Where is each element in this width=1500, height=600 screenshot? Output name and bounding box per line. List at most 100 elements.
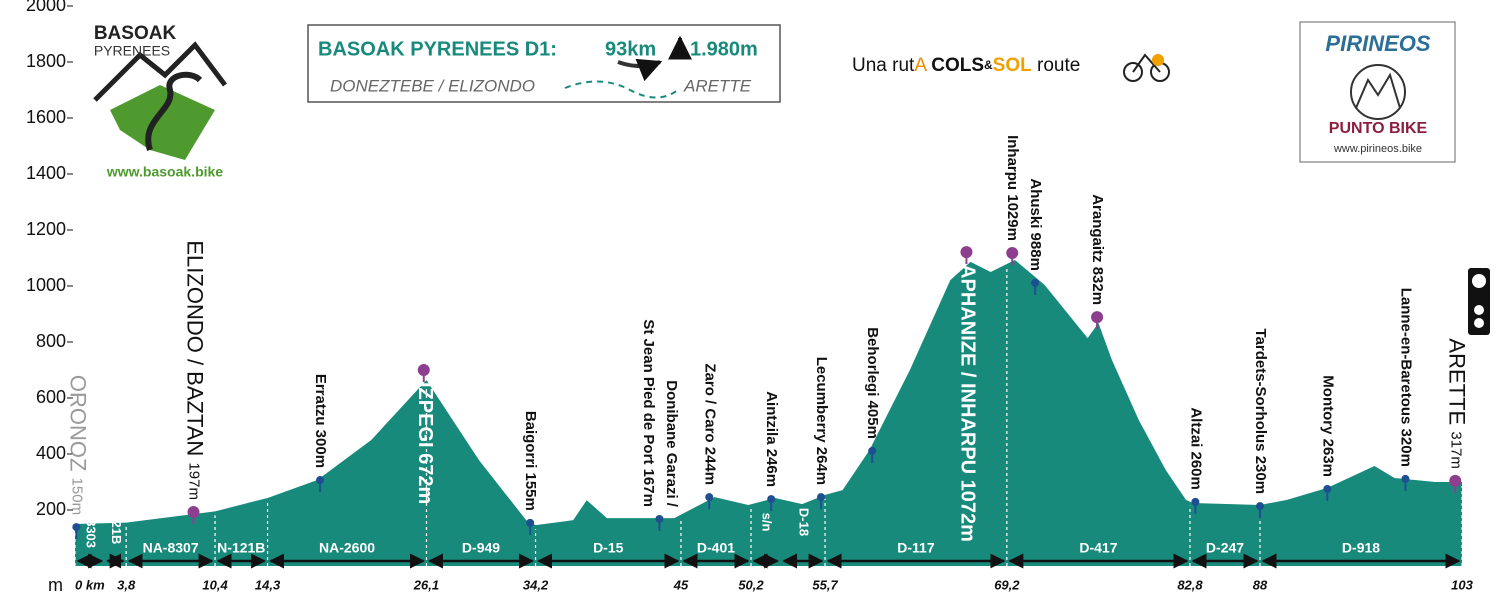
x-tick-label: 14,3 — [255, 577, 281, 592]
waypoint-dot — [960, 246, 973, 259]
elevation-area — [75, 259, 1462, 566]
waypoint-label: Donibane Garazi / — [663, 380, 680, 508]
waypoint-dot — [767, 495, 776, 504]
route-to: ARETTE — [683, 76, 752, 95]
y-tick-label: 1400 — [26, 163, 66, 183]
waypoint-name: ORONOZ — [66, 375, 91, 472]
slogan-part: A — [914, 55, 927, 76]
route-title: BASOAK PYRENEES D1: — [318, 38, 557, 60]
waypoint-label: IZPEGI 672m — [413, 382, 435, 504]
waypoint-label: Behorlegi 405m — [864, 327, 881, 439]
waypoint-name: ARETTE — [1444, 338, 1469, 425]
waypoint-name: Tardets-Sorholus 230m — [1252, 328, 1269, 494]
waypoint-altitude: 197m — [186, 462, 203, 500]
slogan-part: SOL — [993, 55, 1032, 76]
pirineos-url: www.pirineos.bike — [1333, 143, 1422, 155]
waypoint-altitude: 150m — [68, 478, 85, 516]
waypoint-dot — [187, 505, 200, 518]
x-tick-label: 34,2 — [523, 577, 549, 592]
waypoint-label: ELIZONDO / BAZTAN 197m — [183, 240, 208, 500]
waypoint-label: Zaro / Caro 244m — [701, 363, 718, 485]
waypoint-dot — [417, 364, 430, 376]
waypoint-name: Lecumberry 264m — [813, 357, 830, 485]
road-label: D-949 — [462, 540, 500, 556]
road-label: D-918 — [1342, 540, 1380, 556]
waypoint-name: Behorlegi 405m — [864, 327, 881, 439]
route-box: BASOAK PYRENEES D1: 93km 1.980m DONEZTEB… — [307, 24, 781, 103]
y-tick-label: 1000 — [26, 275, 66, 295]
waypoint-dot — [1006, 246, 1019, 259]
y-tick-label: 600 — [36, 387, 66, 407]
waypoint-dot — [1323, 485, 1332, 493]
road-label: s/n — [759, 513, 774, 532]
route-climb: 1.980m — [690, 38, 758, 60]
waypoint-name: ELIZONDO / BAZTAN — [183, 240, 208, 456]
road-label: D-18 — [796, 508, 811, 536]
pirineos-brand: PUNTO BIKE — [1329, 120, 1428, 137]
y-axis-unit: m — [48, 575, 63, 595]
waypoint-label: Tardets-Sorholus 230m — [1252, 328, 1269, 494]
x-tick-label: 88 — [1253, 577, 1268, 592]
waypoint-label: Baigorri 155m — [522, 411, 539, 511]
road-label: N-121B — [109, 500, 124, 545]
waypoint-dot — [1091, 311, 1104, 324]
x-tick-label: 0 km — [75, 577, 105, 592]
waypoint-label: Altzai 260m — [1187, 407, 1204, 490]
road-label: NA-2600 — [319, 540, 375, 556]
waypoint-label: Ahuski 988m — [1027, 178, 1044, 271]
x-tick-label: 69,2 — [994, 577, 1020, 592]
road-label: D-117 — [897, 540, 935, 556]
waypoint-label: ARETTE 317m — [1444, 338, 1469, 468]
x-tick-label: 82,8 — [1177, 577, 1203, 592]
x-tick-label: 26,1 — [413, 577, 439, 592]
waypoint-label: Inharpu 1029m — [1004, 135, 1021, 241]
x-tick-label: 50,2 — [738, 577, 764, 592]
waypoint-dot — [1191, 497, 1200, 506]
waypoint-dot — [1401, 474, 1410, 483]
road-label: NA-8303 — [83, 496, 98, 548]
waypoint-name: Ahuski 988m — [1027, 178, 1044, 271]
waypoint-dot — [705, 493, 714, 502]
x-tick-label: 10,4 — [202, 577, 228, 592]
waypoint-label: Lanne-en-Baretous 320m — [1397, 288, 1414, 467]
logo-sub: PYRENEES — [94, 43, 170, 59]
waypoint-label: St Jean Pied de Port 167m — [640, 319, 657, 507]
slogan-part: COLS — [931, 55, 984, 76]
waypoint-name: Zaro / Caro 244m — [701, 363, 718, 485]
y-tick-label: 1800 — [26, 51, 66, 71]
waypoint-label: APHANIZE / INHARPU 1072m — [956, 264, 978, 542]
waypoint-dot — [1031, 278, 1040, 287]
y-tick-label: 2000 — [26, 0, 66, 15]
waypoint-name: Montory 263m — [1319, 375, 1336, 477]
x-tick-label: 55,7 — [812, 577, 838, 592]
road-label: D-247 — [1206, 540, 1244, 556]
road-label: NA-8307 — [143, 540, 199, 556]
y-tick-label: 800 — [36, 331, 66, 351]
slogan: Una rutA COLS&SOL route — [852, 55, 1080, 76]
waypoint-dot — [655, 514, 664, 523]
waypoint-label: Montory 263m — [1319, 375, 1336, 477]
waypoint-dot — [1256, 502, 1265, 511]
x-tick-label: 3,8 — [117, 577, 136, 592]
waypoint-name: Aintzila 246m — [763, 391, 780, 487]
waypoint-altitude: 317m — [1447, 431, 1464, 469]
waypoint-dot — [526, 518, 535, 527]
waypoint-dot — [1449, 474, 1462, 487]
waypoint-name: APHANIZE / INHARPU 1072m — [956, 264, 978, 542]
logo-name: BASOAK — [94, 23, 177, 44]
waypoint-label: Lecumberry 264m — [813, 357, 830, 485]
waypoint-dot — [817, 493, 826, 502]
road-label: N-121B — [217, 540, 265, 556]
pirineos-logo: PIRINEOS PUNTO BIKE www.pirineos.bike — [1299, 21, 1456, 163]
waypoint-name: Donibane Garazi / — [663, 380, 680, 508]
slogan-part: & — [984, 58, 993, 72]
route-distance: 93km — [605, 38, 656, 60]
waypoint-dot — [868, 446, 877, 455]
x-tick-label: 45 — [673, 577, 689, 592]
logo-url: www.basoak.bike — [106, 164, 223, 180]
x-tick-label: 103 — [1451, 577, 1473, 592]
waypoint-label: Erratzu 300m — [312, 374, 329, 468]
basoak-logo: BASOAK PYRENEES www.basoak.bike — [93, 23, 227, 180]
slogan-part: route — [1037, 55, 1080, 76]
